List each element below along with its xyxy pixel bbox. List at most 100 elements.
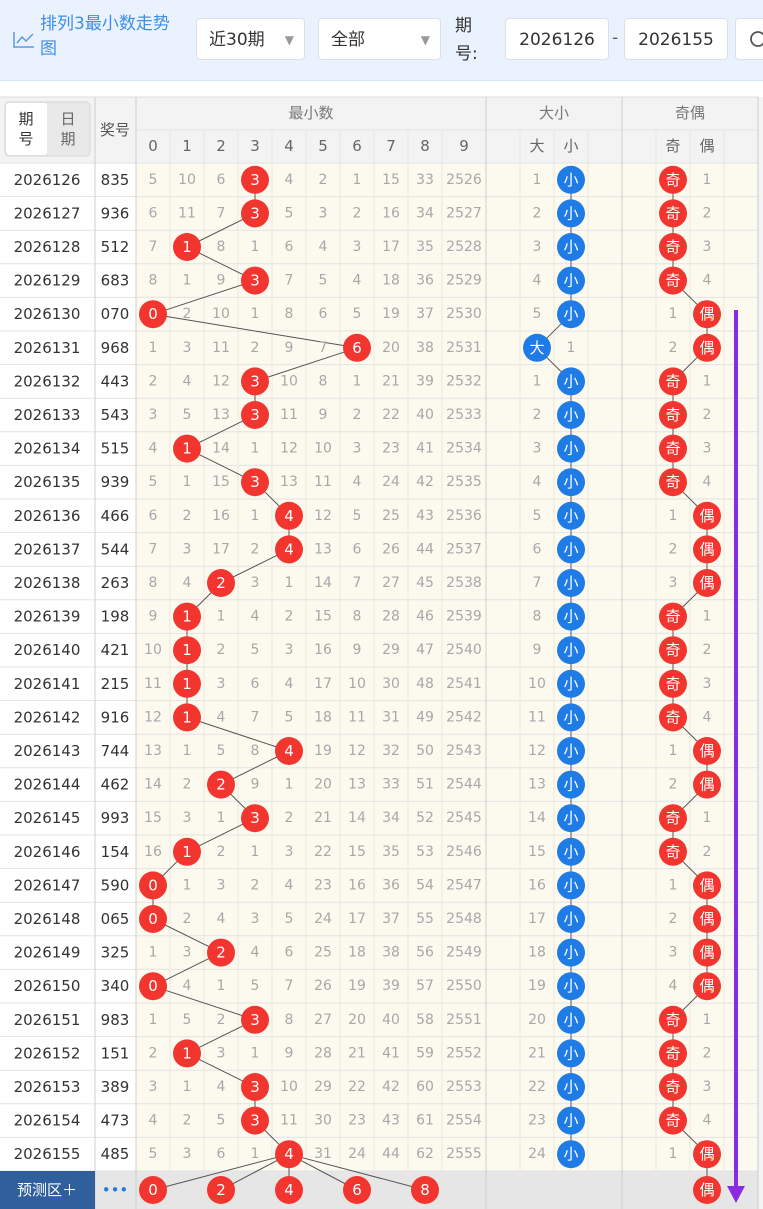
omission: 1 bbox=[251, 239, 260, 255]
omission: 1 bbox=[703, 1012, 712, 1028]
size-header: 大 bbox=[529, 137, 544, 155]
number: 916 bbox=[101, 708, 130, 726]
number: 466 bbox=[101, 507, 130, 525]
hit-ball bbox=[557, 367, 585, 396]
omission: 4 bbox=[217, 911, 226, 927]
omission: 7 bbox=[149, 239, 158, 255]
omission: 5 bbox=[285, 205, 294, 221]
omission: 10 bbox=[280, 373, 298, 389]
omission: 4 bbox=[285, 172, 294, 188]
forecast-button[interactable] bbox=[0, 1171, 95, 1209]
hit-ball bbox=[241, 1073, 269, 1101]
omission: 2 bbox=[149, 373, 158, 389]
hit-value: 1 bbox=[182, 608, 192, 626]
number: 325 bbox=[101, 944, 130, 962]
omission: 9 bbox=[217, 273, 226, 289]
hit-ball bbox=[241, 804, 269, 833]
hit-value: 0 bbox=[148, 876, 158, 894]
omission: 2542 bbox=[446, 709, 482, 725]
omission: 2553 bbox=[446, 1079, 482, 1095]
omission: 8 bbox=[149, 575, 158, 591]
omission: 4 bbox=[183, 978, 192, 994]
omission: 4 bbox=[149, 1113, 158, 1129]
hit-ball bbox=[241, 1005, 269, 1034]
hit-value: 偶 bbox=[699, 507, 714, 525]
hit-value: 大 bbox=[529, 339, 544, 357]
omission: 49 bbox=[416, 709, 434, 725]
omission: 28 bbox=[314, 1045, 332, 1061]
omission: 2534 bbox=[446, 441, 482, 457]
issue: 2026133 bbox=[14, 406, 81, 424]
omission: 15 bbox=[382, 172, 400, 188]
hit-ball bbox=[241, 165, 269, 194]
omission: 2545 bbox=[446, 810, 482, 826]
omission: 5 bbox=[285, 709, 294, 725]
hit-value: 奇 bbox=[665, 1011, 680, 1029]
number: 543 bbox=[101, 406, 130, 424]
hit-value: 小 bbox=[563, 608, 578, 626]
hit-value: 小 bbox=[563, 204, 578, 222]
omission: 21 bbox=[348, 1045, 366, 1061]
omission: 2540 bbox=[446, 642, 482, 658]
search-button[interactable] bbox=[735, 18, 763, 60]
omission: 47 bbox=[416, 642, 434, 658]
omission: 17 bbox=[528, 911, 546, 927]
omission: 10 bbox=[144, 642, 162, 658]
omission: 2529 bbox=[446, 273, 482, 289]
omission: 4 bbox=[183, 373, 192, 389]
digit-header: 1 bbox=[182, 137, 192, 155]
hit-ball bbox=[411, 1176, 439, 1204]
omission: 30 bbox=[314, 1113, 332, 1129]
hit-ball bbox=[241, 367, 269, 396]
digit-header: 5 bbox=[318, 137, 328, 155]
omission: 5 bbox=[217, 1113, 226, 1129]
hit-ball bbox=[557, 300, 585, 329]
omission: 11 bbox=[528, 709, 546, 725]
omission: 10 bbox=[348, 676, 366, 692]
omission: 13 bbox=[144, 743, 162, 759]
digit-header: 8 bbox=[420, 137, 430, 155]
omission: 4 bbox=[703, 273, 712, 289]
omission: 1 bbox=[217, 609, 226, 625]
hit-value: 3 bbox=[250, 1112, 260, 1130]
hit-value: 3 bbox=[250, 171, 260, 189]
omission: 3 bbox=[285, 844, 294, 860]
type-select[interactable]: 全部 ▼ bbox=[318, 18, 441, 60]
issue: 2026142 bbox=[14, 708, 81, 726]
omission: 2 bbox=[183, 508, 192, 524]
omission: 46 bbox=[416, 609, 434, 625]
omission: 2535 bbox=[446, 474, 482, 490]
hit-ball bbox=[557, 837, 585, 866]
omission: 60 bbox=[416, 1079, 434, 1095]
hit-ball bbox=[659, 165, 687, 194]
omission: 2 bbox=[353, 205, 362, 221]
number: 515 bbox=[101, 440, 130, 458]
hit-value: 奇 bbox=[665, 372, 680, 390]
omission: 14 bbox=[314, 575, 332, 591]
omission: 7 bbox=[149, 541, 158, 557]
issue: 2026152 bbox=[14, 1044, 81, 1062]
group-header: 奇偶 bbox=[675, 104, 705, 122]
hit-value: 2 bbox=[216, 944, 226, 962]
issue-to[interactable]: 2026155 bbox=[624, 18, 728, 60]
issue-from[interactable]: 2026126 bbox=[505, 18, 609, 60]
omission: 32 bbox=[382, 743, 400, 759]
range-select[interactable]: 近30期 ▼ bbox=[196, 18, 305, 60]
hit-value: 4 bbox=[284, 540, 294, 558]
omission: 7 bbox=[251, 709, 260, 725]
omission: 2549 bbox=[446, 945, 482, 961]
hit-ball bbox=[139, 871, 167, 900]
number: 263 bbox=[101, 574, 130, 592]
omission: 2544 bbox=[446, 777, 482, 793]
omission: 55 bbox=[416, 911, 434, 927]
omission: 3 bbox=[217, 1045, 226, 1061]
omission: 2 bbox=[669, 340, 678, 356]
hit-circles: 3 小奇3 小奇1 小奇3 小奇0 小偶6 大偶3 小奇3 小奇1 小奇3 小奇4 小偶4 小偶2 小偶1… bbox=[139, 165, 721, 1204]
omission: 23 bbox=[528, 1113, 546, 1129]
omission: 5 bbox=[149, 172, 158, 188]
hit-ball bbox=[207, 938, 235, 967]
hit-value: 奇 bbox=[665, 608, 680, 626]
omission: 1 bbox=[703, 373, 712, 389]
omission: 3 bbox=[183, 340, 192, 356]
omission: 3 bbox=[703, 239, 712, 255]
